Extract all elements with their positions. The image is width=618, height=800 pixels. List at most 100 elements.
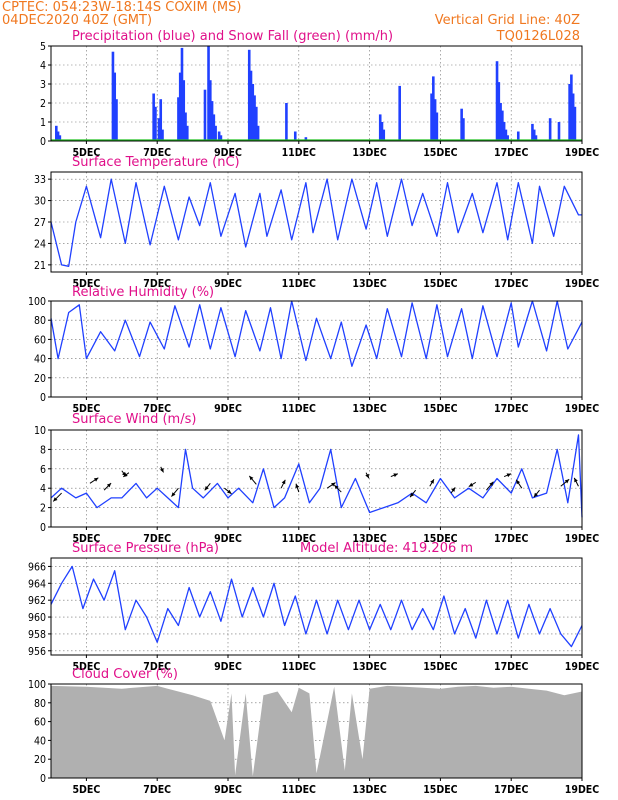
- x-tick-label: 13DEC: [352, 147, 386, 159]
- precip-bar: [573, 106, 577, 141]
- precip-bar: [161, 129, 164, 141]
- x-tick-label: 11DEC: [282, 147, 316, 159]
- wind-arrow: [160, 466, 164, 473]
- precip-bar: [184, 112, 187, 141]
- panel-title: Relative Humidity (%): [72, 285, 214, 300]
- precip-bar: [532, 129, 536, 141]
- wind-arrow-head: [123, 472, 128, 477]
- precip-bar: [293, 131, 297, 141]
- y-tick-label: 962: [28, 595, 46, 607]
- precip-bar: [568, 84, 571, 141]
- precip-bar: [501, 110, 504, 141]
- precip-bar: [214, 125, 217, 141]
- wind-arrow: [365, 472, 370, 479]
- precip-bar: [253, 95, 256, 141]
- precip-bar: [157, 118, 161, 141]
- precip-bar: [557, 122, 561, 141]
- x-tick-label: 9DEC: [214, 533, 242, 545]
- y-tick-label: 3: [40, 79, 46, 91]
- y-tick-label: 33: [34, 174, 46, 186]
- panel-title: Cloud Cover (%): [72, 667, 178, 682]
- precip-bar: [432, 76, 435, 141]
- x-tick-label: 13DEC: [352, 403, 386, 415]
- wind-arrow-head: [489, 481, 494, 487]
- panel-frame: [50, 683, 583, 779]
- x-tick-label: 7DEC: [143, 403, 171, 415]
- y-tick-label: 80: [34, 315, 46, 327]
- x-tick-label: 17DEC: [494, 278, 528, 290]
- precip-bar: [285, 103, 288, 141]
- wind-line: [50, 434, 583, 518]
- precip-bar: [256, 125, 260, 141]
- x-tick-label: 19DEC: [565, 147, 599, 159]
- x-tick-label: 11DEC: [282, 403, 316, 415]
- y-tick-label: 60: [34, 334, 46, 346]
- wind-arrow: [89, 477, 99, 484]
- y-tick-label: 20: [34, 373, 46, 385]
- panel-title: Surface Temperature (nC): [72, 155, 240, 170]
- precip-bar: [435, 112, 439, 141]
- y-tick-label: 24: [34, 238, 46, 250]
- x-tick-label: 11DEC: [282, 278, 316, 290]
- x-tick-label: 17DEC: [494, 403, 528, 415]
- precip-bar: [380, 122, 384, 141]
- precip-bar: [531, 123, 534, 141]
- x-tick-label: 9DEC: [214, 403, 242, 415]
- wind-arrow-head: [171, 492, 176, 497]
- precip-bar: [203, 89, 207, 141]
- wind-arrow: [204, 483, 211, 491]
- panel-title: Surface Wind (m/s): [72, 412, 196, 427]
- wind-arrow: [515, 479, 523, 489]
- panel-frame: [50, 171, 583, 273]
- wind-arrow-head: [564, 479, 570, 484]
- wind-arrow-head: [295, 483, 300, 489]
- y-tick-label: 0: [40, 522, 46, 534]
- x-tick-label: 19DEC: [565, 533, 599, 545]
- header-grid-line: Vertical Grid Line: 40Z: [435, 13, 580, 28]
- wind-arrow: [295, 483, 300, 493]
- x-tick-label: 5DEC: [72, 661, 100, 673]
- x-tick-label: 15DEC: [423, 147, 457, 159]
- wind-arrow-head: [93, 477, 99, 482]
- wind-arrow-head: [506, 473, 512, 478]
- header-model: TQ0126L028: [496, 29, 580, 44]
- wind-arrow: [503, 473, 512, 478]
- precip-bar: [182, 80, 186, 141]
- precip-bar: [111, 51, 115, 142]
- y-tick-label: 964: [28, 578, 46, 590]
- wind-arrow-head: [106, 483, 112, 488]
- wind-arrow: [52, 492, 62, 502]
- x-tick-label: 5DEC: [72, 147, 100, 159]
- panel-precip: Precipitation (blue) and Snow Fall (gree…: [40, 29, 599, 159]
- x-tick-label: 9DEC: [214, 784, 242, 796]
- precip-bar: [251, 84, 255, 141]
- precip-bar: [210, 101, 214, 141]
- x-tick-label: 5DEC: [72, 784, 100, 796]
- x-tick-label: 19DEC: [565, 661, 599, 673]
- panel-press: Surface Pressure (hPa) Model Altitude: 41…: [28, 541, 599, 673]
- y-tick-label: 100: [28, 296, 46, 308]
- wind-arrow: [533, 489, 540, 498]
- x-tick-label: 11DEC: [282, 661, 316, 673]
- wind-arrow: [326, 482, 336, 489]
- precip-bar: [178, 72, 182, 141]
- precip-bar: [571, 93, 575, 141]
- y-tick-label: 956: [28, 646, 46, 658]
- y-tick-label: 60: [34, 717, 46, 729]
- precip-bar: [180, 47, 184, 141]
- y-tick-label: 10: [34, 425, 46, 437]
- panel-wind: Surface Wind (m/s) 0 2 4 6 8 10 5DEC 7DEC 9DEC 11D…: [34, 412, 599, 545]
- precip-bar: [433, 99, 437, 141]
- wind-arrow-head: [331, 482, 336, 487]
- x-tick-label: 13DEC: [352, 784, 386, 796]
- panel-title: Precipitation (blue) and Snow Fall (gree…: [72, 29, 393, 44]
- panels: Precipitation (blue) and Snow Fall (gree…: [28, 29, 599, 796]
- panel-frame: [50, 429, 583, 528]
- y-tick-label: 0: [40, 392, 46, 404]
- precip-bar: [249, 70, 253, 141]
- x-tick-label: 5DEC: [72, 278, 100, 290]
- x-tick-label: 9DEC: [214, 147, 242, 159]
- precip-bar: [115, 99, 118, 141]
- precip-bar: [534, 135, 538, 141]
